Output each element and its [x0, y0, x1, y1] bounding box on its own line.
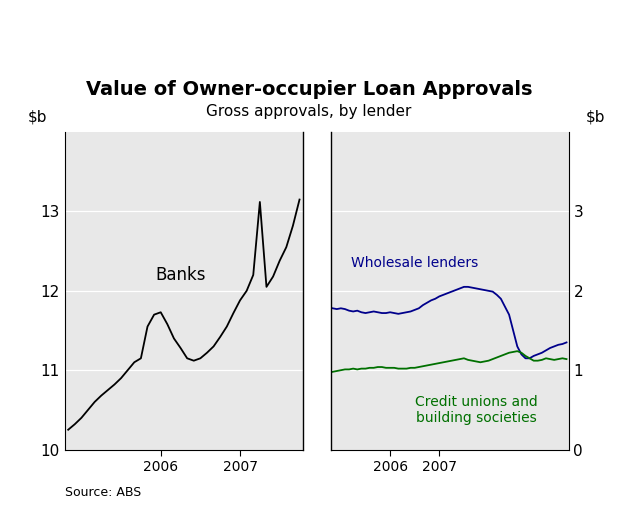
Text: Banks: Banks	[155, 266, 206, 284]
Text: Gross approvals, by lender: Gross approvals, by lender	[206, 104, 412, 119]
Text: Source: ABS: Source: ABS	[65, 486, 141, 499]
Text: Wholesale lenders: Wholesale lenders	[351, 256, 478, 270]
Text: $b: $b	[28, 109, 48, 124]
Text: Value of Owner-occupier Loan Approvals: Value of Owner-occupier Loan Approvals	[86, 80, 532, 99]
Text: Credit unions and
building societies: Credit unions and building societies	[415, 395, 538, 425]
Text: $b: $b	[586, 109, 606, 124]
